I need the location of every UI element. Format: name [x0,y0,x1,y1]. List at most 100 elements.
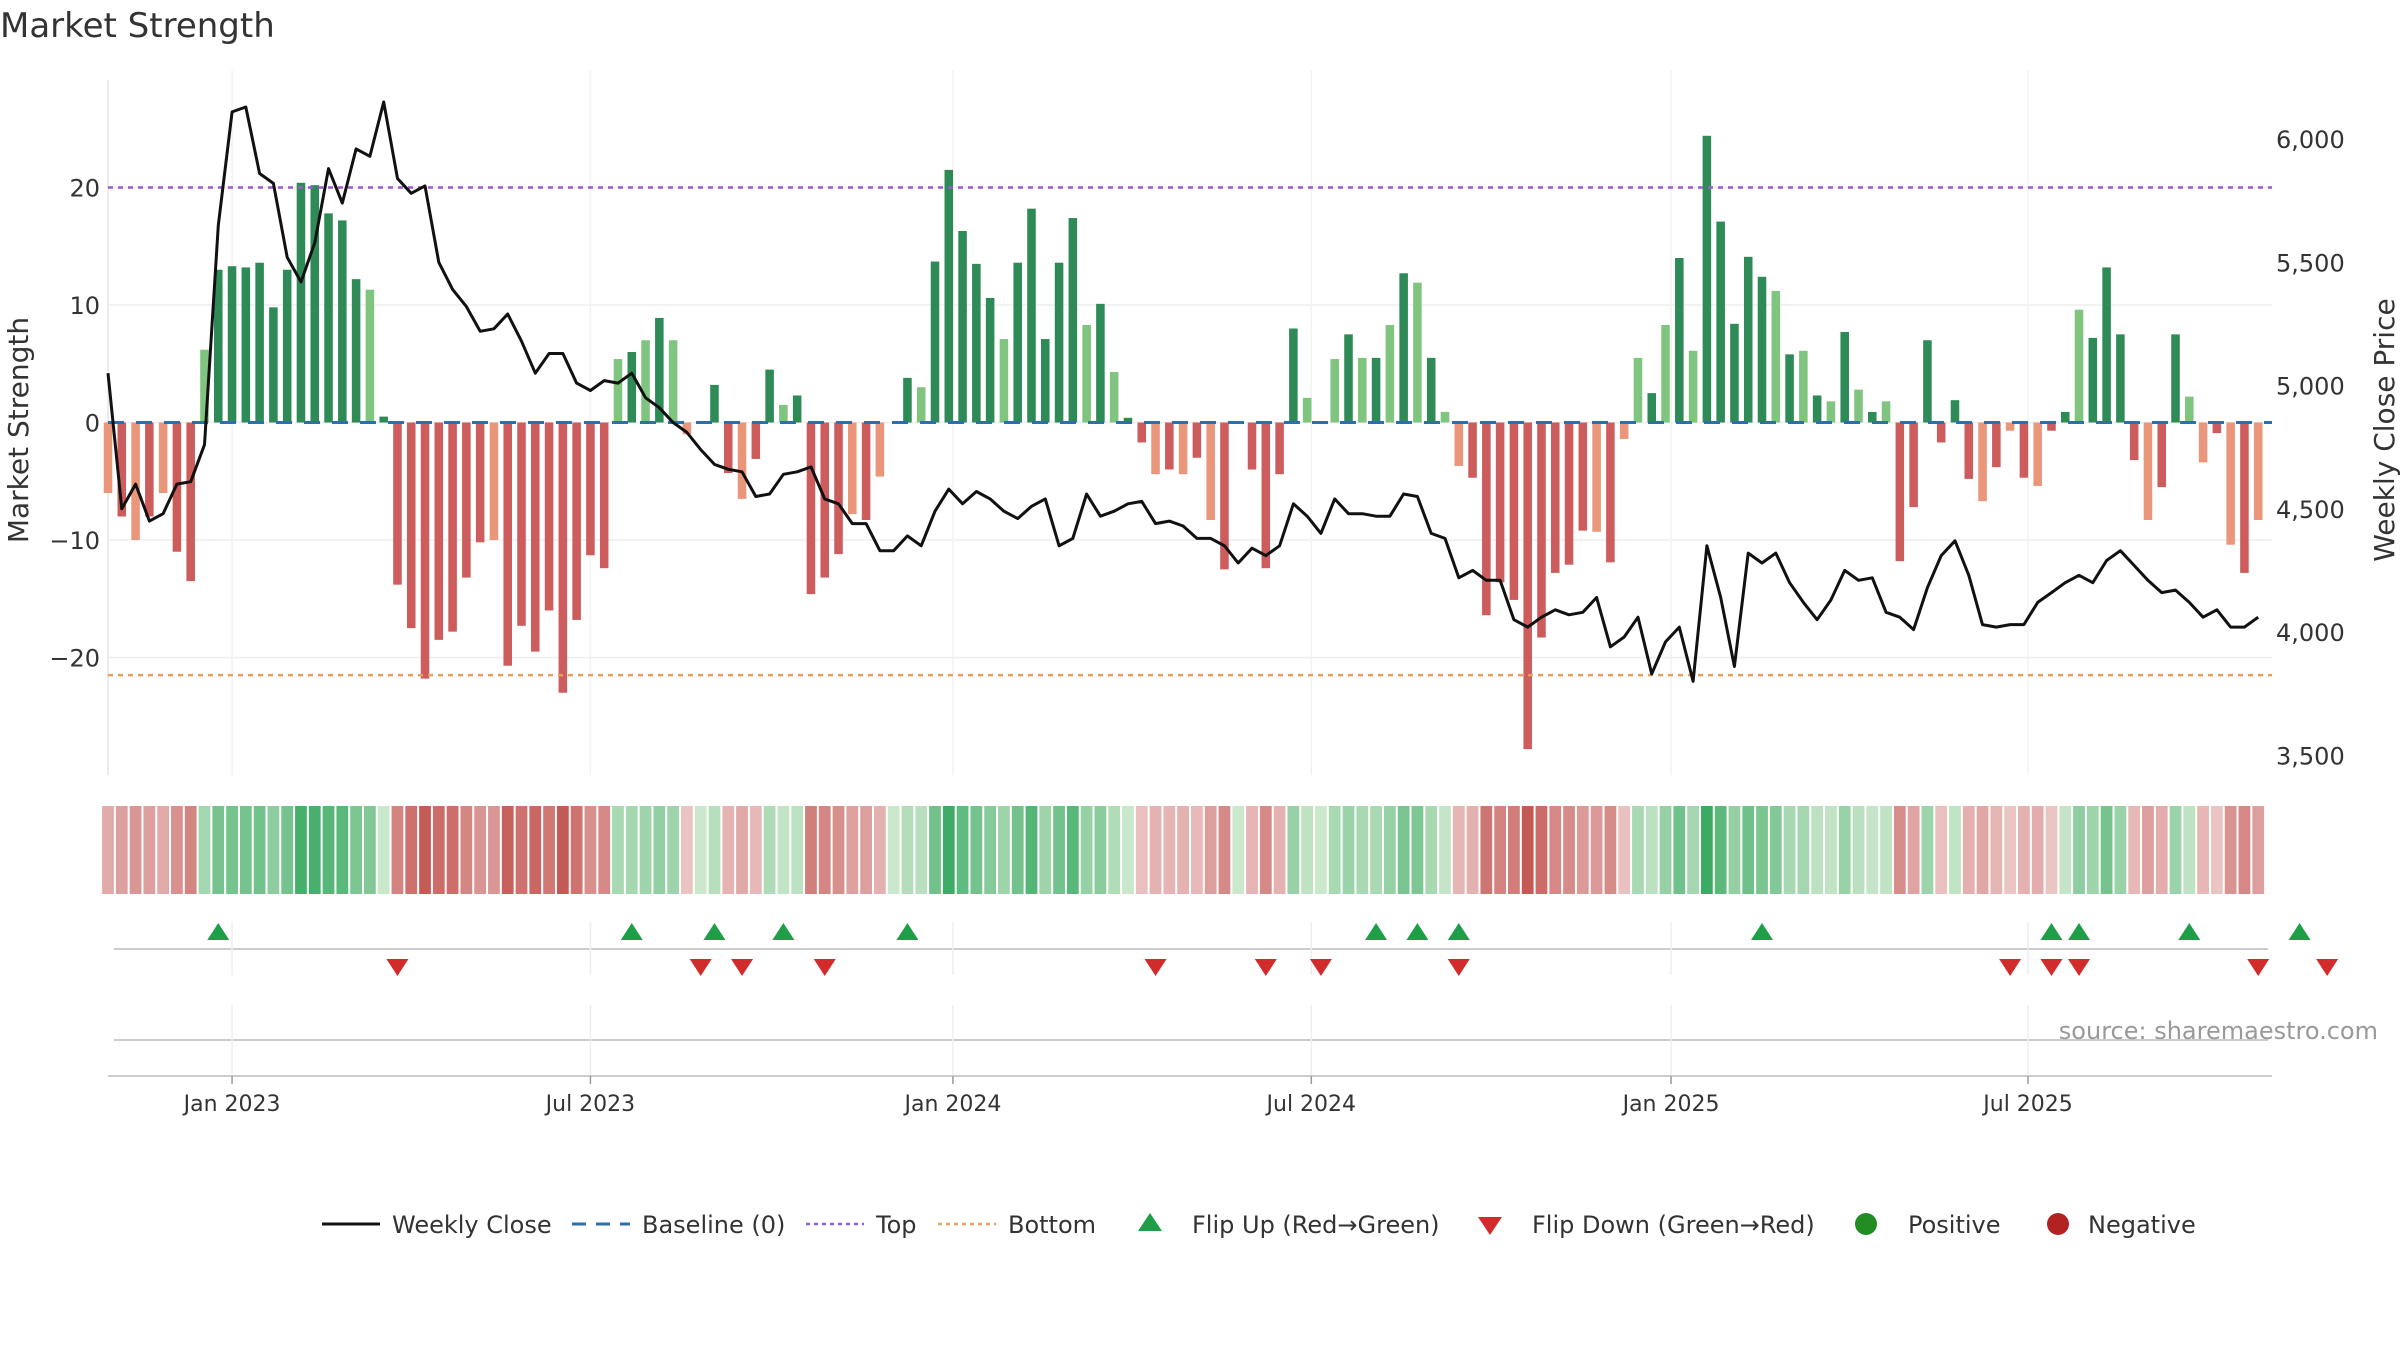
strip-cell [722,806,735,894]
strip-cell [1714,806,1727,894]
strength-bar [1426,357,1436,423]
y2-tick-label: 5,500 [2276,249,2345,277]
strip-cell [570,806,583,894]
strip-cell [1962,806,1975,894]
strip-cell [1259,806,1272,894]
strength-bar [2005,422,2015,431]
strength-bar [296,182,306,423]
strip-cell [102,806,114,894]
strength-bar [1151,422,1160,475]
strength-bar [1413,282,1422,423]
strip-cell [2128,806,2141,894]
strength-bar [1178,422,1188,475]
strip-cell [1342,806,1355,894]
strength-bar [1661,324,1670,423]
legend-item: Positive [1855,1211,2001,1239]
legend-label: Baseline (0) [642,1211,785,1239]
strip-cell [887,806,900,894]
legend-swatch-positive [1855,1213,1877,1235]
strip-cell [1397,806,1410,894]
strength-bar [227,266,237,423]
strength-bar [1716,221,1725,423]
flip-up-marker [1406,923,1429,940]
strength-bar [1592,422,1601,532]
flip-down-marker [731,959,754,976]
strength-bar [1757,276,1767,423]
strip-cell [2224,806,2237,894]
strip-cell [763,806,776,894]
x-tick-label: Jul 2024 [1265,1092,1357,1117]
strength-bar [1123,417,1133,423]
legend-item: Flip Up (Red→Green) [1138,1211,1440,1239]
strength-bar [2185,396,2194,423]
strength-bar [158,422,168,493]
strength-bar [682,422,692,435]
strength-bar [751,422,761,459]
strip-cell [1204,806,1217,894]
strip-cell [1618,806,1631,894]
strip-cell [1466,806,1479,894]
strip-cell [1508,806,1520,894]
strength-bar [1868,411,1877,423]
strip-cell [267,806,280,894]
legend-item: Weekly Close [322,1211,552,1239]
flip-down-marker [2316,959,2339,976]
strip-cell [543,806,555,894]
strength-bar [1013,262,1022,423]
strip-cell [901,806,914,894]
strength-bar [1068,218,1078,423]
legend-swatch-negative [2047,1213,2069,1235]
strip-cell [501,806,514,894]
strip-cell [708,806,721,894]
strength-bar [1978,422,1987,502]
strip-cell [984,806,997,894]
strength-bar [1647,393,1657,423]
strip-cell [1673,806,1686,894]
flip-down-marker [813,959,836,976]
y-tick-label: 20 [69,175,100,203]
strength-bar [503,422,512,666]
legend-label: Weekly Close [392,1211,552,1239]
strip-cell [1893,806,1906,894]
strength-bar [1743,256,1753,423]
strip-cell [846,806,859,894]
strength-bar [1509,422,1519,600]
strength-bar [655,317,664,423]
strength-bar [2102,267,2111,423]
flip-up-marker [1751,923,1774,940]
strip-cell [1852,806,1865,894]
strength-bar [1041,339,1050,423]
chart-title: Market Strength [0,6,275,46]
strip-cell [1783,806,1796,894]
strength-bar [241,267,251,423]
strip-cell [1907,806,1920,894]
legend-item: Flip Down (Green→Red) [1478,1211,1815,1239]
strength-bar [1261,422,1271,569]
strip-cell [1452,806,1465,894]
strip-cell [1604,806,1617,894]
strip-cell [405,806,418,894]
strength-bar [2198,422,2208,463]
strip-cell [1218,806,1231,894]
strength-bar [723,422,733,474]
strip-cell [2073,806,2085,894]
strip-cell [1177,806,1189,894]
strength-bar [1192,422,1202,458]
y2-tick-label: 4,500 [2276,496,2345,524]
strip-cell [2169,806,2182,894]
strength-bar [572,422,581,620]
weekly-close-line [106,100,2260,683]
strength-bar [641,340,650,423]
y2-tick-label: 5,000 [2276,373,2345,401]
strength-bar [351,279,361,423]
strength-heat-strip [102,806,2265,894]
y-tick-label: −10 [49,527,100,555]
strength-bar [1206,422,1215,521]
strength-bar [2143,422,2153,521]
right-y-axis: 6,000 5,500 5,000 4,500 4,000 3,500 [2276,126,2345,770]
strength-bar [2171,334,2180,423]
strip-cell [1301,806,1314,894]
strength-bar [985,297,995,423]
strip-cell [377,806,390,894]
